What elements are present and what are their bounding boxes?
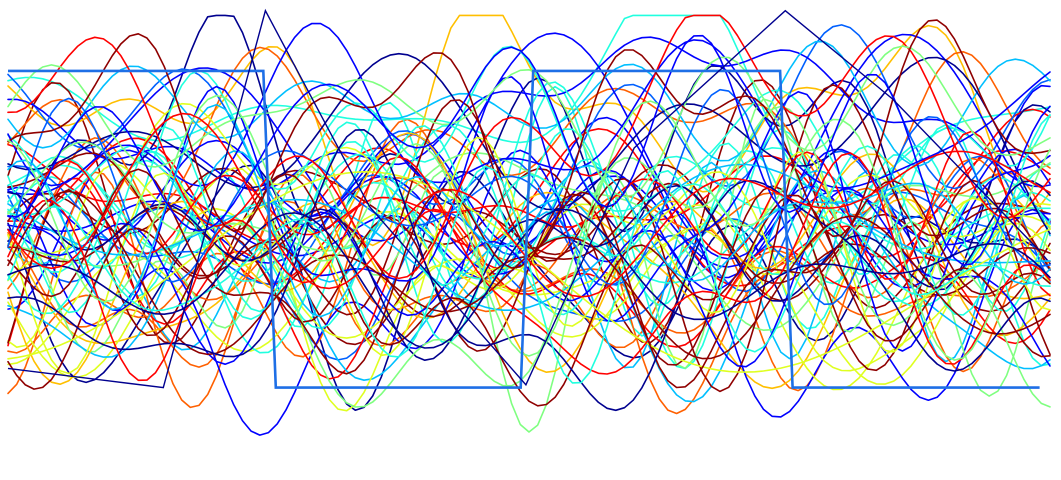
random-traces-group xyxy=(8,15,1050,435)
